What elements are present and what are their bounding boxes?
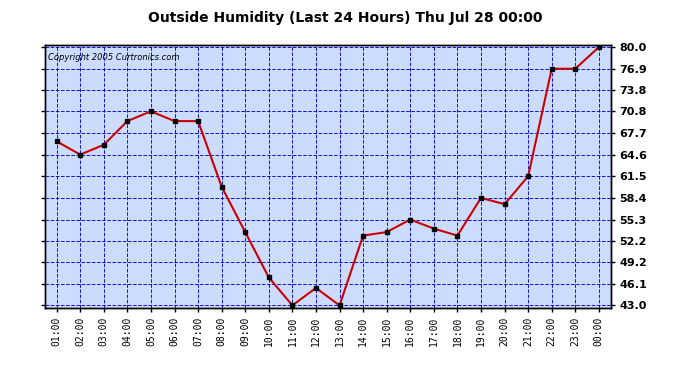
Text: Copyright 2005 Curtronics.com: Copyright 2005 Curtronics.com bbox=[48, 53, 179, 62]
Text: Outside Humidity (Last 24 Hours) Thu Jul 28 00:00: Outside Humidity (Last 24 Hours) Thu Jul… bbox=[148, 11, 542, 25]
